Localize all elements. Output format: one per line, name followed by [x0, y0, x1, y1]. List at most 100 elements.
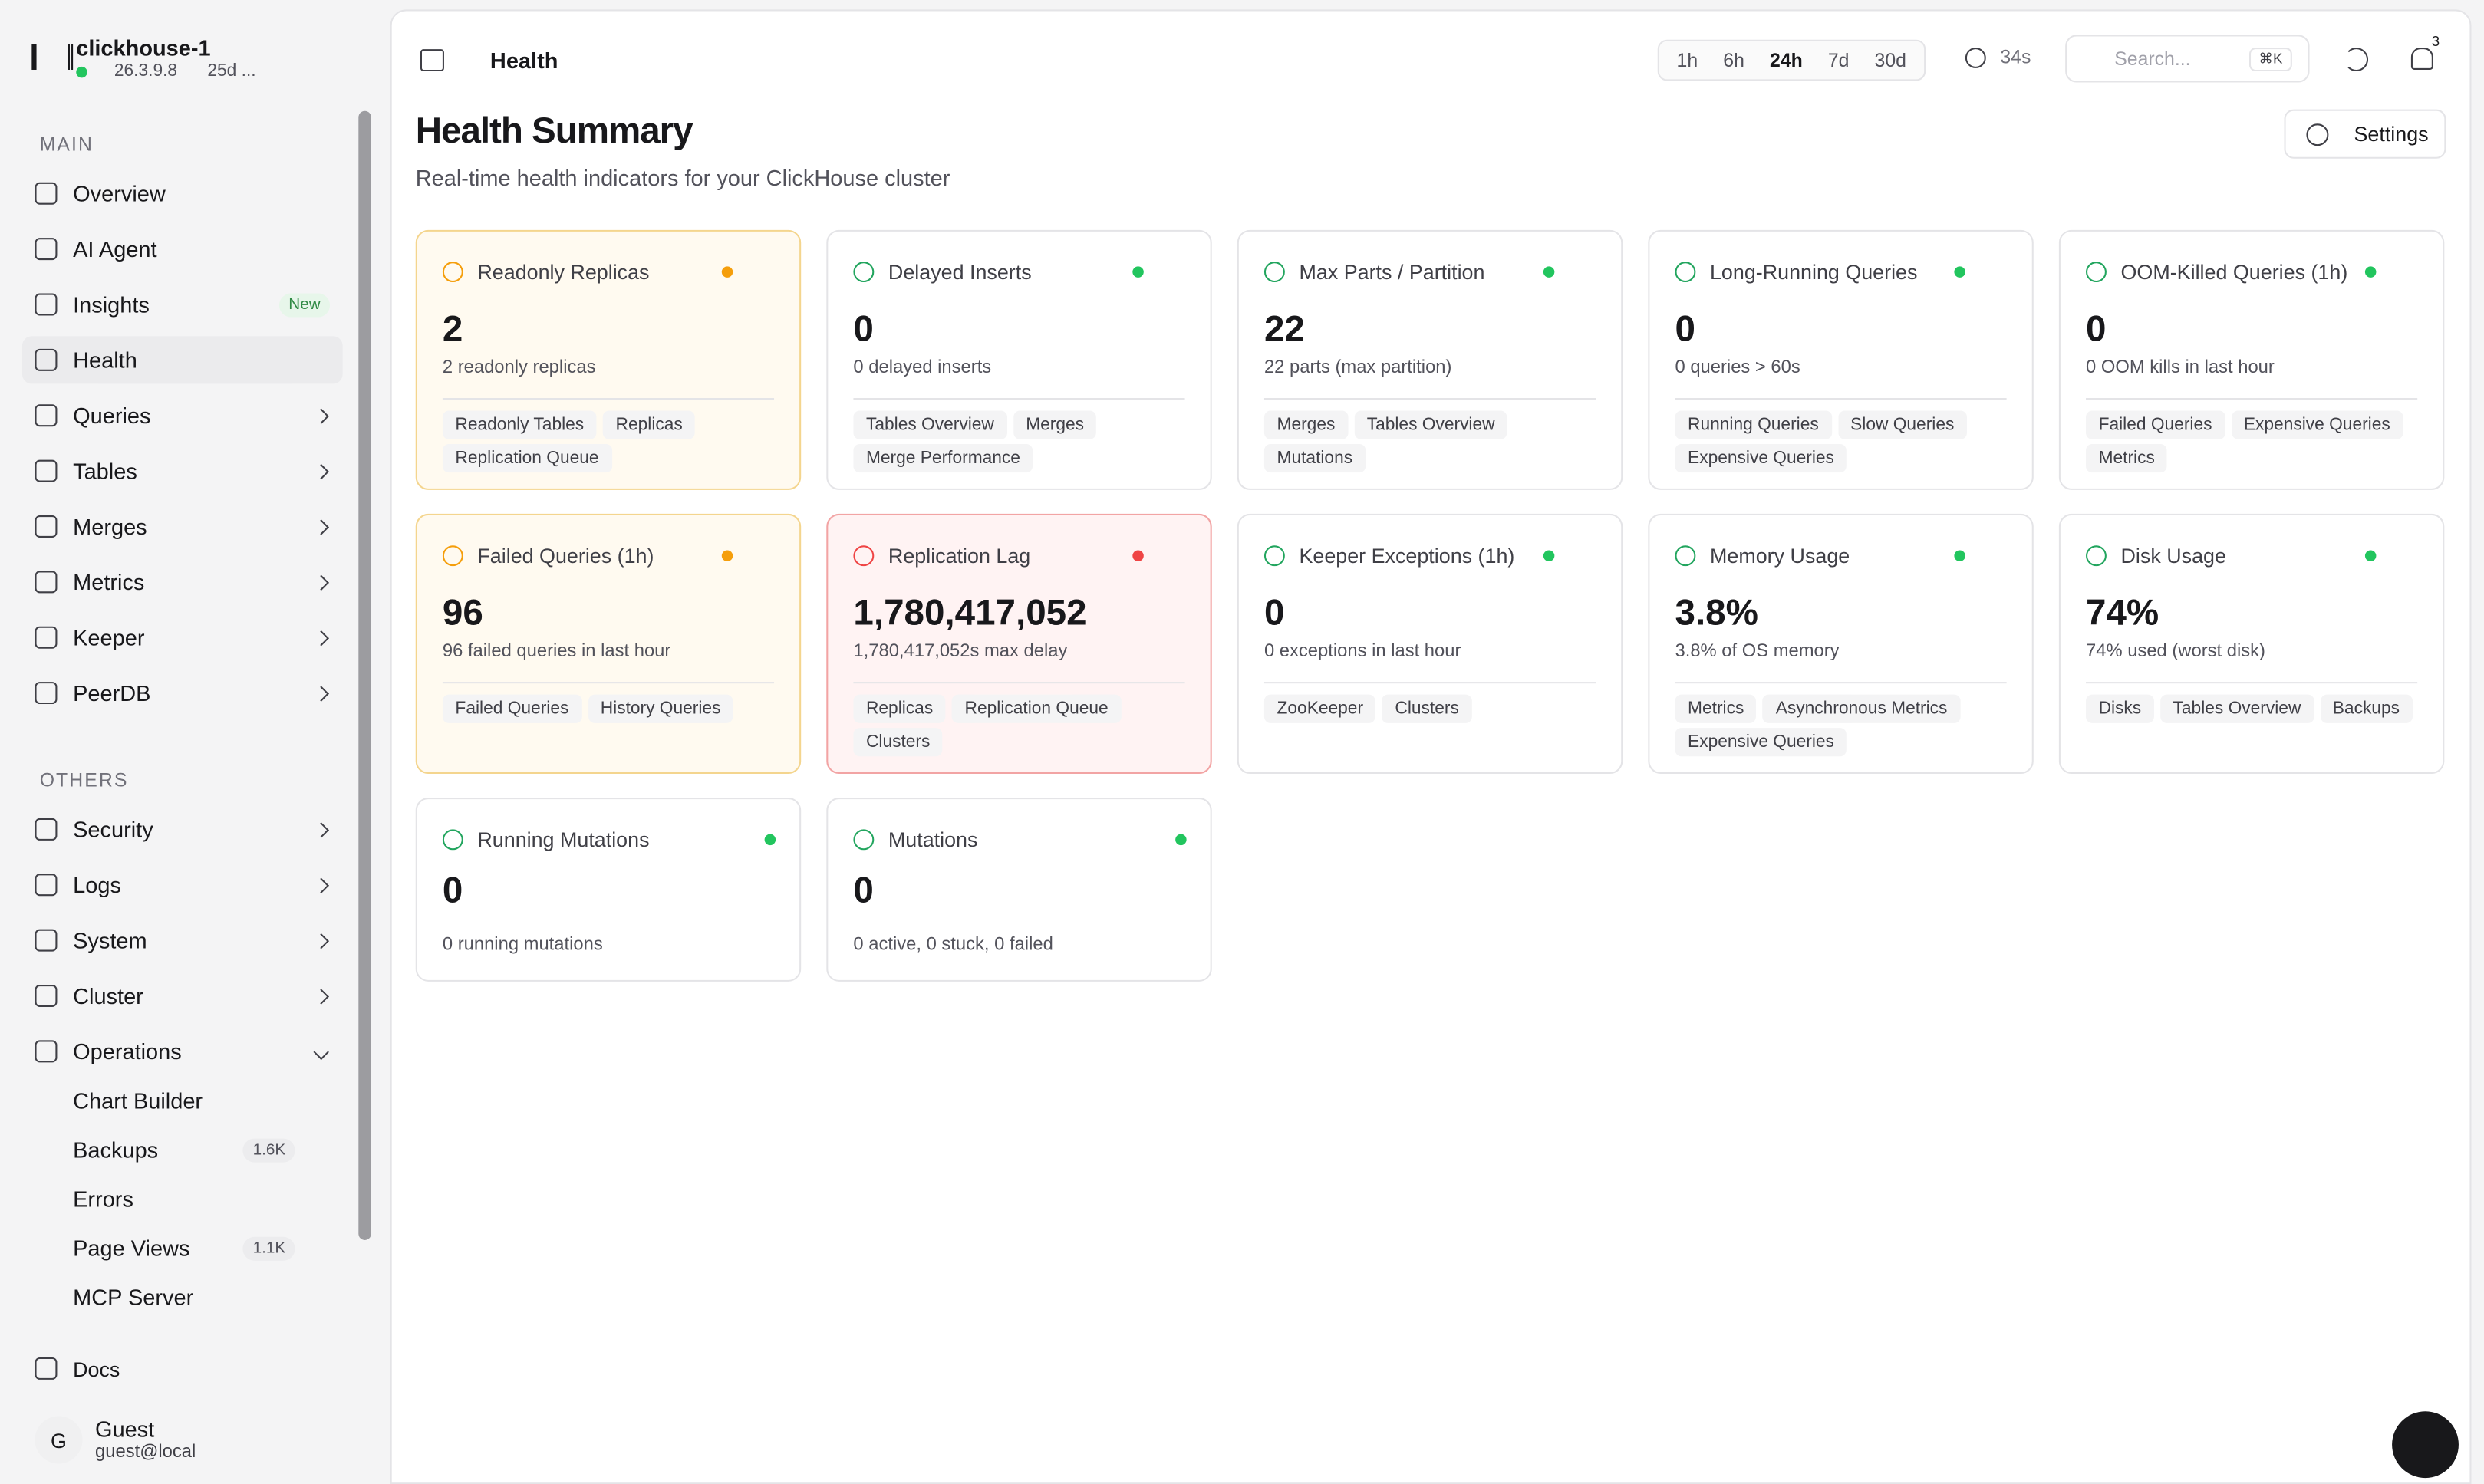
link-chip[interactable]: Metrics	[1675, 694, 1757, 723]
link-chip[interactable]: Expensive Queries	[1675, 728, 1847, 757]
cluster-name[interactable]: clickhouse-1	[76, 35, 211, 61]
nav-item[interactable]: Insights New	[22, 281, 343, 328]
link-chip[interactable]: Tables Overview	[853, 410, 1007, 439]
range-option[interactable]: 30d	[1874, 49, 1906, 72]
nav-item[interactable]: Metrics	[22, 558, 343, 606]
nav-item[interactable]: Security	[22, 805, 343, 853]
notifications[interactable]	[2410, 48, 2433, 70]
divider	[1263, 682, 1596, 684]
link-chip[interactable]: Slow Queries	[1837, 410, 1967, 439]
link-chip[interactable]: Replicas	[603, 410, 696, 439]
card-icon	[442, 829, 463, 851]
divider	[1263, 397, 1596, 400]
card-title: Readonly Replicas	[442, 260, 650, 284]
link-chip[interactable]: Backups	[2320, 694, 2413, 723]
card-value: 0	[2086, 308, 2107, 349]
nav-item[interactable]: Operations	[22, 1028, 343, 1075]
nav-subitem[interactable]: MCP Server	[61, 1273, 343, 1321]
link-chip[interactable]: Merges	[1263, 410, 1348, 439]
cluster-meta: 26.3.9.8 25d ...	[76, 62, 256, 81]
nav-subitem[interactable]: Page Views 1.1K	[61, 1224, 343, 1272]
refresh[interactable]: 34s	[1965, 46, 2031, 68]
link-chip[interactable]: Asynchronous Metrics	[1763, 694, 1960, 723]
link-chip[interactable]: Replicas	[853, 694, 946, 723]
link-chip[interactable]: Mutations	[1263, 443, 1366, 473]
title-text: Replication Lag	[888, 544, 1031, 568]
chevron	[313, 574, 329, 591]
nav-item[interactable]: Keeper	[22, 614, 343, 661]
chevron	[313, 518, 329, 535]
nav-item[interactable]: Queries	[22, 392, 343, 439]
card-links: Readonly Tables Replicas Replication Queue	[442, 410, 774, 473]
link-chip[interactable]: Readonly Tables	[442, 410, 597, 439]
nav-subitem[interactable]: Errors	[61, 1175, 343, 1222]
icon	[35, 404, 58, 427]
label: Keeper	[73, 624, 145, 650]
status-dot	[721, 550, 733, 561]
card-title: Long-Running Queries	[1675, 260, 1917, 284]
link-chip[interactable]: Failed Queries	[2086, 410, 2225, 439]
nav-subitem[interactable]: Chart Builder	[61, 1077, 343, 1124]
card-value: 74%	[2086, 591, 2159, 633]
card-links: Metrics Asynchronous Metrics Expensive Que…	[1675, 694, 2006, 757]
nav-item[interactable]: System	[22, 916, 343, 964]
nav-item[interactable]: Cluster	[22, 972, 343, 1020]
title-text: Failed Queries (1h)	[477, 544, 654, 568]
docs-link[interactable]: Docs	[22, 1344, 343, 1392]
theme-toggle[interactable]	[2344, 48, 2369, 72]
nav-item[interactable]: Health	[21, 336, 343, 384]
range-option[interactable]: 7d	[1827, 49, 1850, 72]
link-chip[interactable]: Failed Queries	[442, 694, 581, 723]
range-option[interactable]: 1h	[1676, 49, 1698, 72]
user-name[interactable]: Guest	[95, 1416, 155, 1442]
link-chip[interactable]: Merges	[1013, 410, 1097, 439]
page-title: Health Summary	[415, 109, 693, 151]
icon	[2306, 123, 2329, 146]
settings-button[interactable]: Settings	[2284, 109, 2446, 159]
nav-item[interactable]: PeerDB	[22, 670, 343, 717]
nav-item[interactable]: AI Agent	[22, 225, 343, 273]
range-picker: 1h 6h 24h 7d 30d	[1657, 39, 1926, 81]
nav-item[interactable]: Merges	[22, 502, 343, 550]
nav-item[interactable]: Logs	[22, 861, 343, 909]
card-value: 0	[1675, 308, 1695, 349]
card-icon	[1263, 262, 1285, 283]
link-chip[interactable]: Clusters	[853, 728, 943, 757]
divider	[442, 397, 775, 400]
card-value: 96	[442, 591, 483, 633]
link-chip[interactable]: Tables Overview	[2159, 694, 2314, 723]
link-chip[interactable]: Running Queries	[1675, 410, 1832, 439]
title-text: Disk Usage	[2120, 544, 2226, 568]
label: AI Agent	[73, 236, 157, 262]
card-icon	[853, 262, 875, 283]
link-chip[interactable]: Expensive Queries	[1675, 443, 1847, 473]
label: Page Views	[73, 1235, 190, 1261]
link-chip[interactable]: ZooKeeper	[1263, 694, 1376, 723]
assistant-button[interactable]	[2392, 1411, 2459, 1479]
nav-item[interactable]: Overview	[22, 169, 343, 217]
nav-item[interactable]: Tables	[22, 447, 343, 495]
nav-subitem[interactable]: Backups 1.6K	[61, 1126, 343, 1173]
link-chip[interactable]: Clusters	[1382, 694, 1472, 723]
link-chip[interactable]: Tables Overview	[1354, 410, 1508, 439]
link-chip[interactable]: Disks	[2086, 694, 2154, 723]
card-value: 0	[442, 869, 463, 910]
card-detail: 3.8% of OS memory	[1675, 642, 1840, 662]
range-option[interactable]: 6h	[1723, 49, 1744, 72]
sidebar-toggle[interactable]	[420, 49, 444, 72]
link-chip[interactable]: Replication Queue	[442, 443, 612, 473]
link-chip[interactable]: History Queries	[588, 694, 733, 723]
link-chip[interactable]: Expensive Queries	[2231, 410, 2403, 439]
chevron	[313, 877, 329, 893]
title-text: Keeper Exceptions (1h)	[1299, 544, 1515, 568]
search[interactable]: Search... ⌘K	[2065, 35, 2310, 83]
icon	[35, 682, 58, 705]
link-chip[interactable]: Merge Performance	[853, 443, 1033, 473]
card-title: Disk Usage	[2086, 544, 2226, 568]
link-chip[interactable]: Replication Queue	[952, 694, 1122, 723]
link-chip[interactable]: Metrics	[2086, 443, 2168, 473]
health-card: Long-Running Queries 0 0 queries > 60s Runn…	[1648, 229, 2034, 490]
range-option[interactable]: 24h	[1769, 49, 1803, 72]
title-text: Mutations	[888, 828, 978, 852]
card-detail: 2 readonly replicas	[442, 358, 596, 378]
